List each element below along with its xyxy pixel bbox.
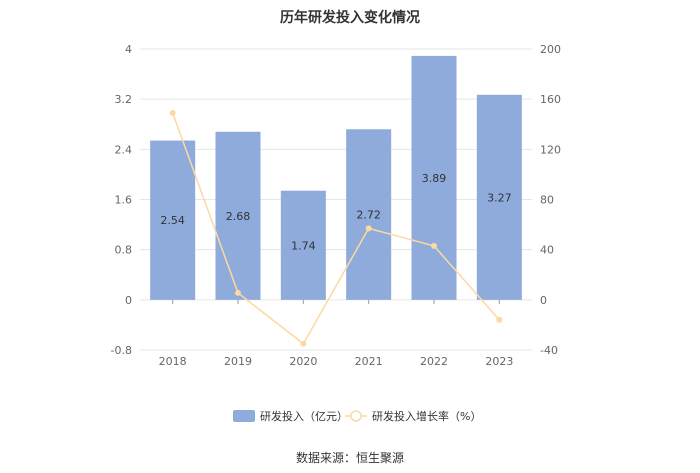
left-axis: 4 3.2 2.4 1.6 0.8 0 -0.8 [111, 43, 132, 357]
x-tick-label: 2023 [485, 355, 513, 368]
bar-series [150, 55, 522, 300]
x-tick-label: 2019 [224, 355, 252, 368]
line-series [169, 109, 503, 347]
bar [150, 140, 196, 300]
right-axis: 200 160 120 80 40 0 -40 [540, 43, 561, 357]
left-tick-label: 0.8 [115, 244, 133, 257]
line-point [235, 289, 241, 296]
right-tick-label: 0 [540, 294, 547, 307]
left-tick-label: 3.2 [115, 93, 133, 106]
grid [140, 48, 532, 351]
bar [346, 129, 392, 300]
bar [215, 131, 261, 300]
x-tick-label: 2020 [289, 355, 317, 368]
left-tick-label: 0 [125, 294, 132, 307]
line-point [365, 225, 372, 232]
source-note: 数据来源：恒生聚源 [296, 450, 404, 465]
legend-label-line: 研发投入增长率（%） [372, 409, 481, 423]
chart-title: 历年研发投入变化情况 [280, 9, 420, 26]
line-point [431, 242, 437, 249]
legend-swatch-bar [233, 410, 255, 422]
right-tick-label: 200 [540, 43, 561, 56]
bar [411, 55, 457, 300]
right-tick-label: 80 [540, 194, 554, 207]
left-tick-label: -0.8 [111, 344, 132, 357]
right-tick-label: 160 [540, 93, 561, 106]
legend-label-bar: 研发投入（亿元） [260, 409, 348, 423]
line-point [169, 109, 176, 116]
left-tick-label: 4 [125, 43, 132, 56]
bar-value-label: 3.89 [422, 172, 447, 185]
bar [476, 94, 522, 300]
bar-labels: 2.54 2.68 1.74 2.72 3.89 3.27 [160, 172, 511, 252]
x-tick-label: 2021 [355, 355, 383, 368]
bar-value-label: 3.27 [487, 191, 512, 204]
bar [280, 190, 326, 300]
bar-value-label: 2.54 [160, 214, 185, 227]
line-point [496, 316, 503, 323]
line-path [171, 112, 500, 345]
x-tick-label: 2018 [159, 355, 187, 368]
line-point [300, 340, 307, 347]
right-tick-label: 120 [540, 143, 561, 156]
bar-value-label: 2.72 [356, 209, 381, 222]
left-tick-label: 1.6 [115, 194, 133, 207]
right-tick-label: 40 [540, 244, 554, 257]
legend-marker-line [350, 410, 362, 422]
left-tick-label: 2.4 [115, 143, 133, 156]
right-tick-label: -40 [540, 344, 558, 357]
legend: 研发投入（亿元） 研发投入增长率（%） [233, 409, 481, 423]
bar-value-label: 2.68 [226, 210, 251, 223]
bar-value-label: 1.74 [291, 239, 316, 252]
x-tick-label: 2022 [420, 355, 448, 368]
x-axis: 2018 2019 2020 2021 2022 2023 [159, 299, 513, 368]
